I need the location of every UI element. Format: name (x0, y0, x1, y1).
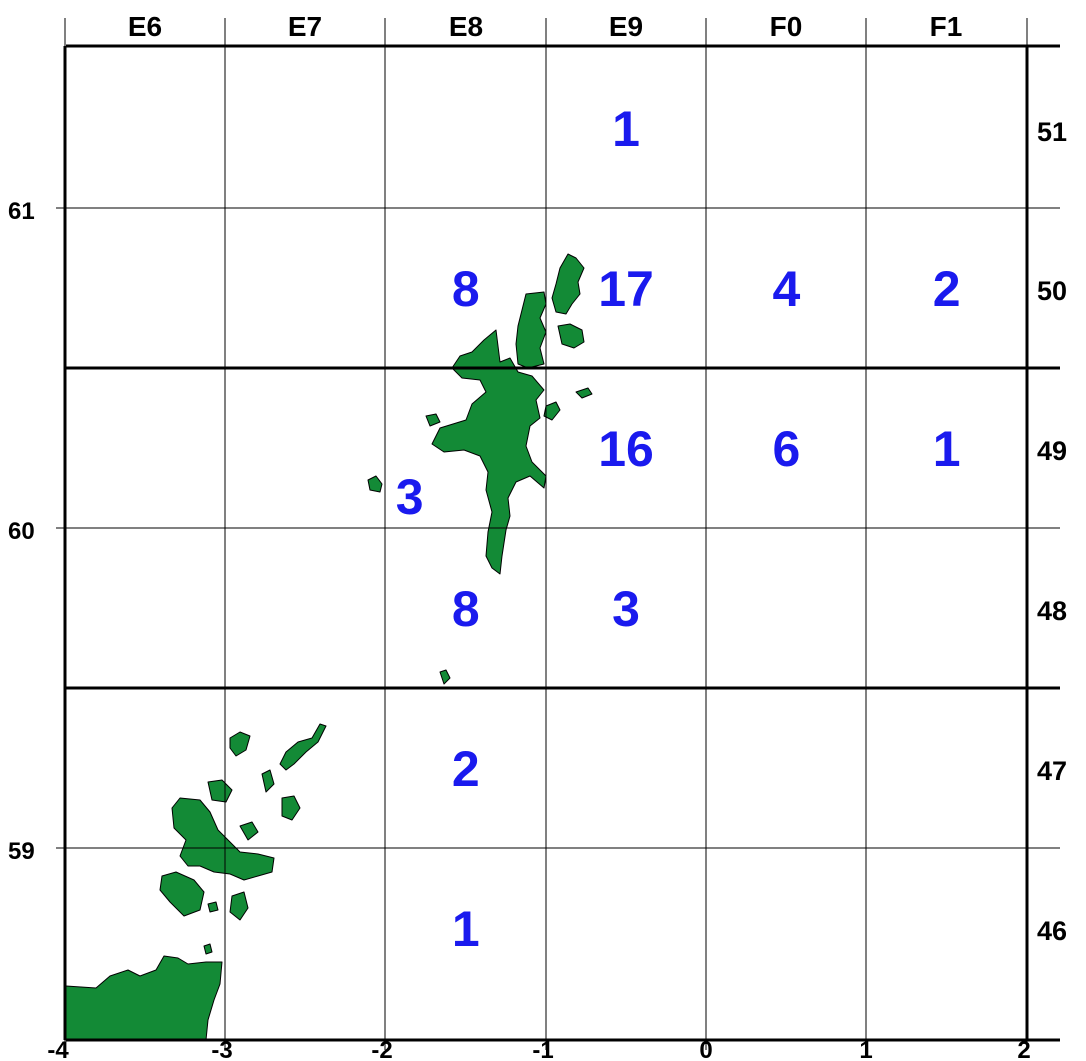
longitude-tick-label: -1 (532, 1037, 553, 1061)
bottom-longitude-labels: -4 -3 -2 -1 0 1 2 (47, 1037, 1030, 1061)
rectangle-count: 1 (452, 901, 480, 957)
longitude-tick-label: -4 (47, 1037, 69, 1061)
orkney-south-ronaldsay (229, 891, 249, 921)
rectangle-count: 4 (772, 261, 800, 317)
orkney-stronsay (281, 795, 301, 821)
orkney-mainland (171, 797, 275, 881)
rectangle-count: 1 (612, 101, 640, 157)
rectangle-count: 8 (452, 581, 480, 637)
rectangle-count: 2 (452, 741, 480, 797)
rectangle-count: 2 (933, 261, 961, 317)
orkney-hoy (159, 871, 205, 917)
top-label: E8 (449, 11, 483, 42)
shetland-whalsay (543, 401, 561, 421)
orkney-eday (261, 769, 275, 793)
stroma (203, 943, 213, 955)
rectangle-count: 1 (933, 421, 961, 477)
shetland-papa-stour (425, 413, 441, 427)
orkney-flotta (207, 901, 219, 913)
longitude-tick-label: -3 (211, 1037, 232, 1061)
count-labels: 18 17 4 216 6 138 321 (396, 101, 961, 957)
shetland-fetlar (557, 323, 585, 349)
top-label: E6 (128, 11, 162, 42)
rectangle-count: 3 (396, 469, 424, 525)
top-label: E7 (288, 11, 322, 42)
grid (56, 18, 1060, 1050)
right-label: 48 (1037, 596, 1067, 626)
longitude-tick-label: 2 (1017, 1037, 1030, 1061)
rectangle-count: 8 (452, 261, 480, 317)
right-rectangle-labels: 51 50 49 48 47 46 (1037, 117, 1067, 946)
top-label: E9 (609, 11, 643, 42)
rectangle-count: 16 (598, 421, 654, 477)
shetland-out-skerries (575, 387, 593, 399)
shetland-unst (551, 253, 585, 315)
top-label: F1 (930, 11, 963, 42)
top-label: F0 (770, 11, 803, 42)
longitude-tick-label: -2 (371, 1037, 392, 1061)
right-label: 50 (1037, 276, 1067, 306)
latitude-tick-label: 59 (8, 838, 35, 865)
orkney-westray (229, 731, 251, 757)
orkney-sanday (279, 723, 327, 771)
left-latitude-labels: 61 60 59 (8, 198, 35, 865)
rectangle-count: 3 (612, 581, 640, 637)
rectangle-count: 6 (772, 421, 800, 477)
latitude-tick-label: 60 (8, 518, 35, 545)
scotland-mainland (65, 955, 223, 1041)
latitude-tick-label: 61 (8, 198, 35, 225)
foula (367, 475, 383, 493)
longitude-tick-label: 1 (859, 1037, 872, 1061)
top-rectangle-labels: E6 E7 E8 E9 F0 F1 (128, 11, 962, 42)
orkney-rousay (207, 779, 233, 803)
rectangle-count: 17 (598, 261, 654, 317)
right-label: 47 (1037, 756, 1067, 786)
fair-isle (439, 669, 451, 685)
shetland-mainland (431, 329, 547, 575)
longitude-tick-label: 0 (699, 1037, 712, 1061)
right-label: 51 (1037, 117, 1067, 147)
orkney-shapinsay (239, 821, 259, 841)
land-masses (65, 253, 593, 1041)
right-label: 46 (1037, 916, 1067, 946)
right-label: 49 (1037, 436, 1067, 466)
